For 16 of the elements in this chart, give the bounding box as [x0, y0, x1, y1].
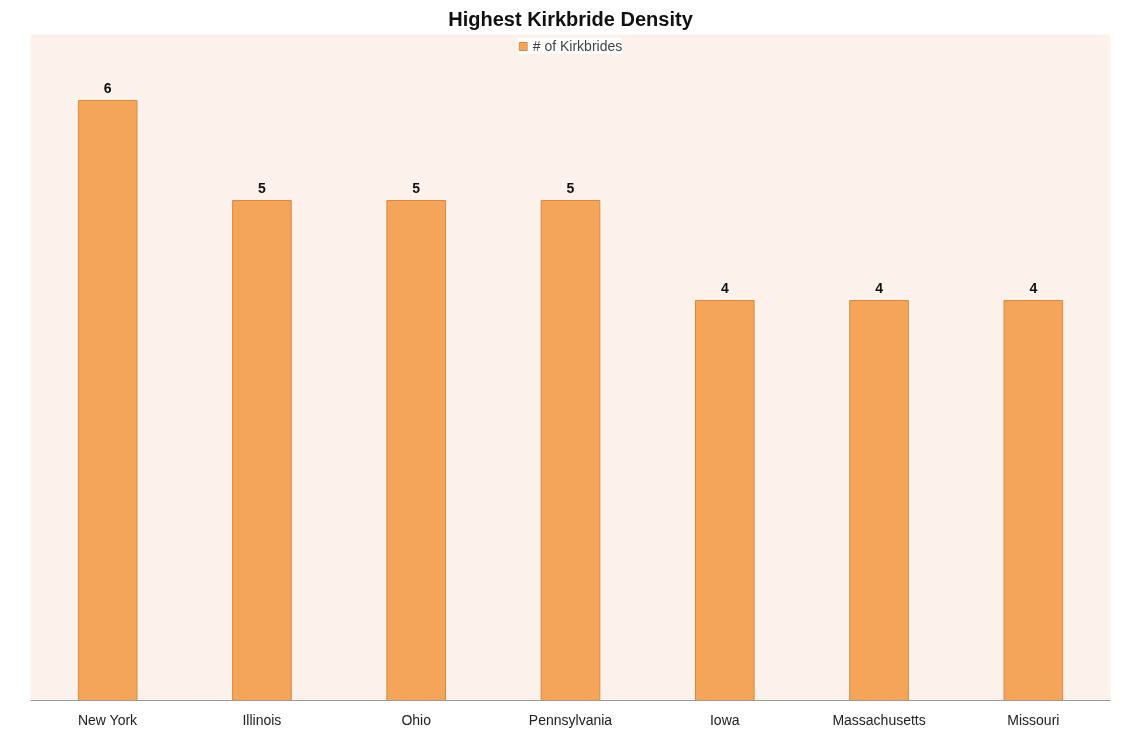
x-tick-label: Missouri: [1007, 711, 1060, 728]
x-tick-label: Illinois: [242, 711, 282, 728]
data-label: 5: [258, 179, 267, 196]
x-tick-label: Massachusetts: [832, 711, 926, 728]
x-tick-label: Ohio: [401, 711, 432, 728]
data-label: 6: [103, 79, 112, 96]
x-tick-label: Iowa: [710, 711, 740, 728]
data-label: 4: [1029, 279, 1038, 296]
chart-title: Highest Kirkbride Density: [448, 7, 694, 30]
data-label: 5: [566, 179, 575, 196]
data-label: 4: [875, 279, 884, 296]
x-tick-label: New York: [77, 711, 139, 728]
x-tick-label: Pennsylvania: [528, 711, 613, 728]
data-label: 5: [412, 179, 421, 196]
legend-label: # of Kirkbrides: [532, 38, 623, 54]
data-label: 4: [720, 279, 729, 296]
